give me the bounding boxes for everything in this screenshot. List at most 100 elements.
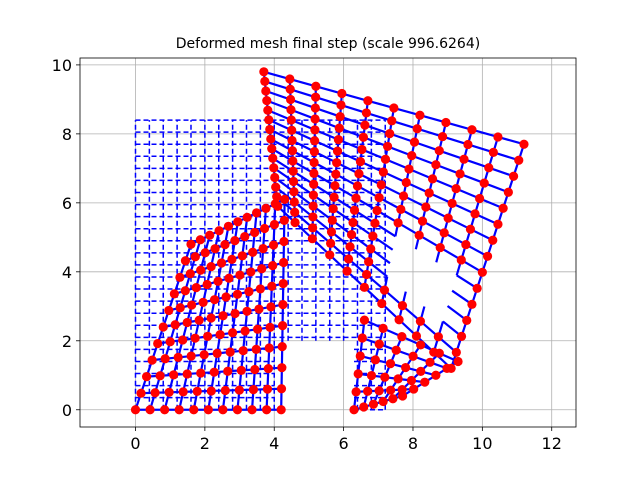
mesh-node	[280, 195, 289, 204]
mesh-node	[285, 74, 294, 83]
mesh-node	[416, 340, 425, 349]
mesh-node	[156, 371, 165, 380]
mesh-node	[244, 287, 253, 296]
mesh-node	[199, 298, 208, 307]
mesh-node	[287, 115, 296, 124]
y-tick-label: 2	[62, 332, 72, 351]
mesh-node	[409, 352, 418, 361]
mesh-node	[375, 193, 384, 202]
mesh-node	[248, 248, 257, 257]
mesh-node	[263, 385, 272, 394]
mesh-node	[331, 170, 340, 179]
mesh-node	[252, 345, 261, 354]
mesh-node	[239, 346, 248, 355]
mesh-node	[235, 270, 244, 279]
chart-title: Deformed mesh final step (scale 996.6264…	[176, 36, 480, 52]
y-tick-label: 8	[62, 125, 72, 144]
mesh-node	[179, 387, 188, 396]
mesh-node	[435, 146, 444, 155]
mesh-node	[359, 402, 368, 411]
mesh-node	[237, 366, 246, 375]
mesh-node	[413, 124, 422, 133]
mesh-node	[205, 231, 214, 240]
mesh-node	[342, 267, 351, 276]
mesh-node	[266, 134, 275, 143]
mesh-node	[359, 133, 368, 142]
mesh-node	[279, 279, 288, 288]
mesh-node	[480, 178, 489, 187]
mesh-node	[326, 239, 335, 248]
mesh-node	[176, 303, 185, 312]
mesh-node	[254, 304, 263, 313]
mesh-node	[288, 156, 297, 165]
mesh-node	[459, 155, 468, 164]
mesh-node	[268, 154, 277, 163]
mesh-node	[407, 376, 416, 385]
mesh-node	[308, 223, 317, 232]
mesh-node	[204, 405, 213, 414]
mesh-node	[221, 292, 230, 301]
mesh-node	[246, 267, 255, 276]
mesh-node	[230, 236, 239, 245]
mesh-node	[401, 363, 410, 372]
mesh-node	[440, 228, 449, 237]
mesh-node	[286, 95, 295, 104]
mesh-node	[363, 96, 372, 105]
mesh-node	[334, 135, 343, 144]
mesh-node	[360, 120, 369, 129]
mesh-node	[399, 191, 408, 200]
mesh-node	[368, 231, 377, 240]
mesh-node	[264, 364, 273, 373]
mesh-node	[203, 280, 212, 289]
mesh-node	[415, 231, 424, 240]
mesh-node	[201, 248, 210, 257]
mesh-node	[356, 157, 365, 166]
mesh-node	[395, 315, 404, 324]
mesh-node	[200, 350, 209, 359]
x-tick-label: 10	[472, 434, 492, 453]
mesh-node	[272, 192, 281, 201]
mesh-node	[310, 158, 319, 167]
mesh-node	[351, 194, 360, 203]
mesh-node	[493, 132, 502, 141]
mesh-node	[136, 389, 145, 398]
mesh-node	[252, 208, 261, 217]
mesh-node	[348, 218, 357, 227]
mesh-node	[329, 193, 338, 202]
mesh-node	[386, 386, 395, 395]
mesh-node	[327, 227, 336, 236]
mesh-node	[278, 342, 287, 351]
mesh-node	[311, 82, 320, 91]
mesh-node	[214, 226, 223, 235]
mesh-node	[438, 132, 447, 141]
mesh-node	[286, 105, 295, 114]
mesh-node	[224, 274, 233, 283]
mesh-node	[429, 348, 438, 357]
mesh-node	[186, 269, 195, 278]
mesh-node	[277, 363, 286, 372]
x-tick-label: 0	[130, 434, 140, 453]
mesh-node	[436, 243, 445, 252]
mesh-node	[181, 256, 190, 265]
mesh-node	[375, 339, 384, 348]
mesh-node	[223, 367, 232, 376]
mesh-node	[142, 372, 151, 381]
mesh-node	[247, 405, 256, 414]
x-tick-label: 12	[542, 434, 562, 453]
mesh-node	[278, 321, 287, 330]
mesh-node	[169, 370, 178, 379]
mesh-node	[159, 322, 168, 331]
mesh-node	[217, 258, 226, 267]
mesh-node	[420, 378, 429, 387]
mesh-node	[416, 367, 425, 376]
mesh-node	[455, 169, 464, 178]
mesh-node	[380, 285, 389, 294]
mesh-node	[421, 202, 430, 211]
mesh-node	[309, 191, 318, 200]
mesh-node	[311, 93, 320, 102]
mesh-node	[265, 125, 274, 134]
mesh-node	[416, 317, 425, 326]
mesh-node	[447, 364, 456, 373]
mesh-node	[358, 333, 367, 342]
